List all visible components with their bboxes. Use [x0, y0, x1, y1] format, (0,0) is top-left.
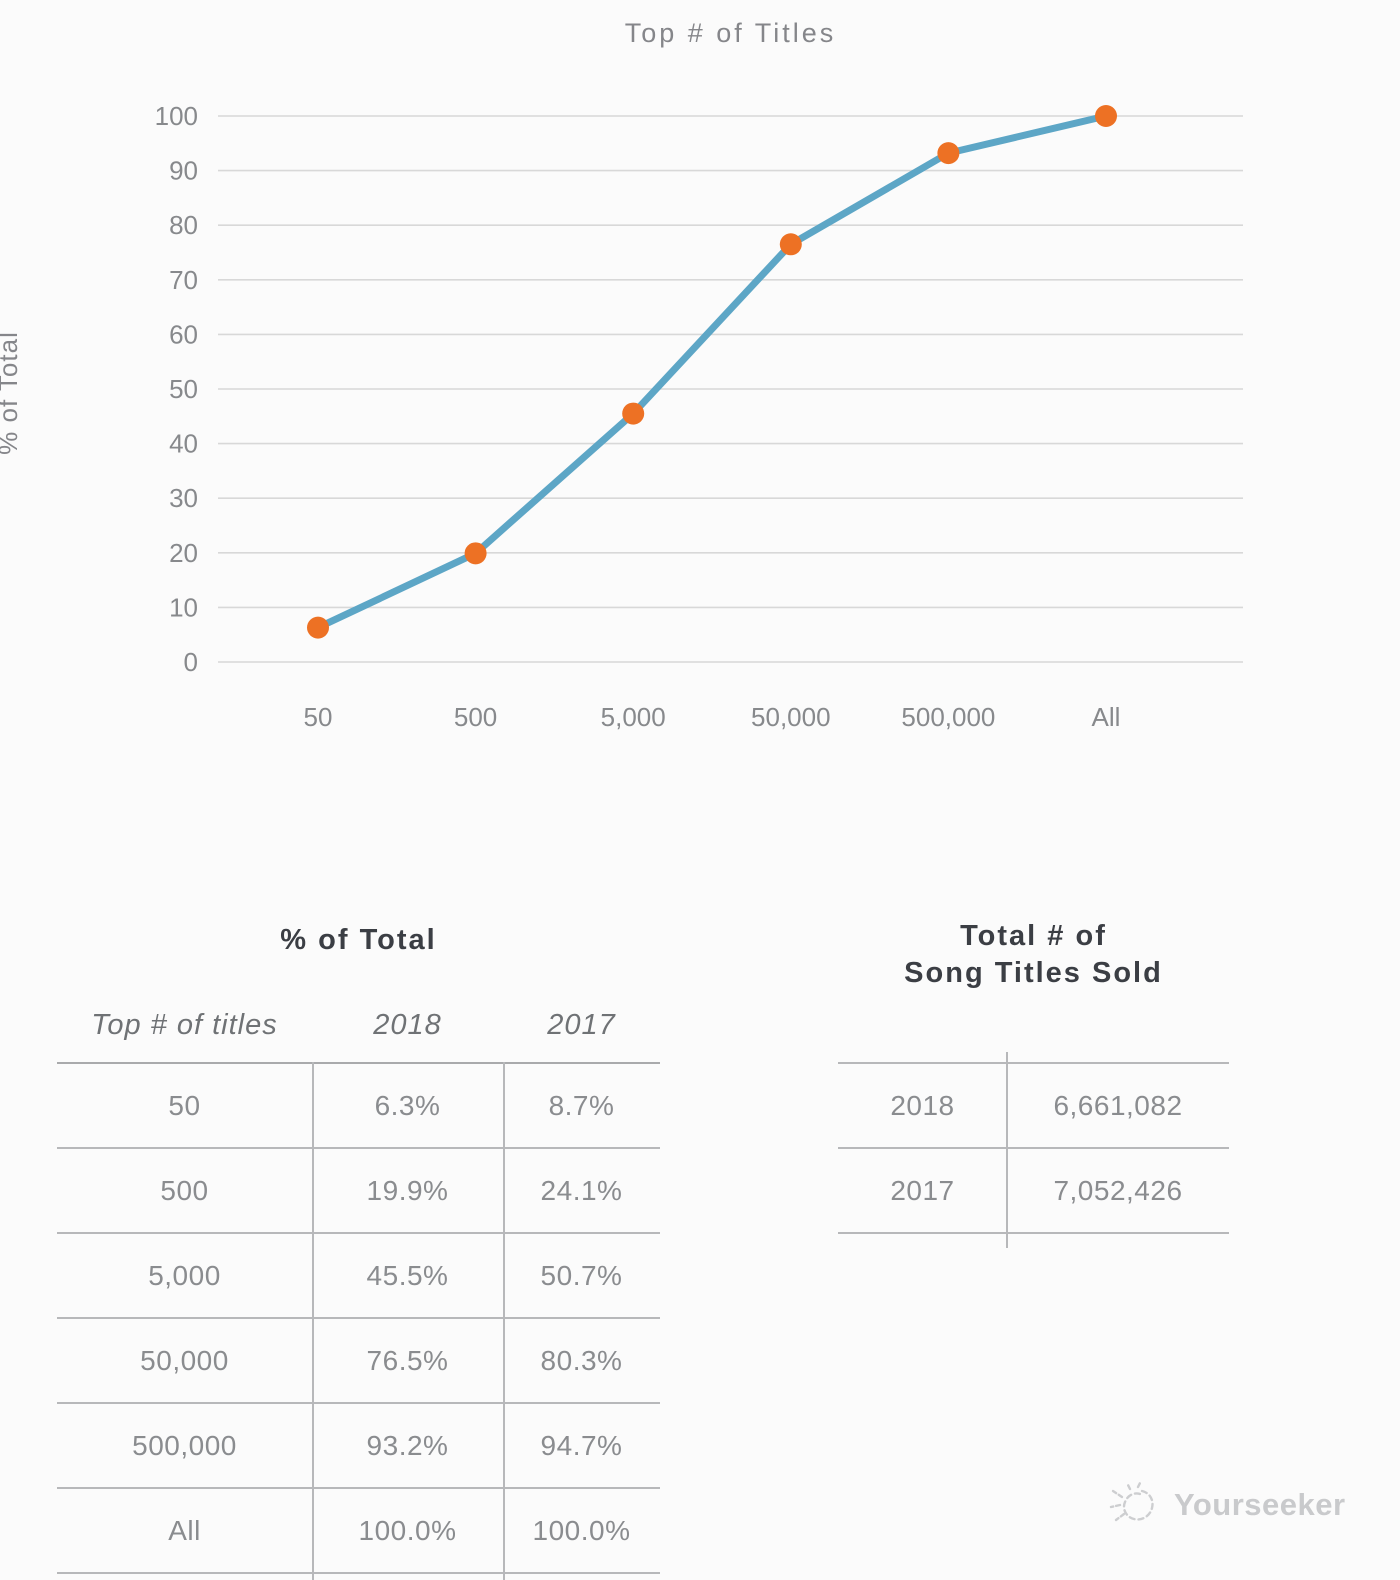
- watermark-brand: Yourseeker: [1174, 1487, 1346, 1522]
- data-point: [779, 233, 802, 256]
- y-tick-label: 80: [169, 210, 198, 240]
- value-2017: 100.0%: [532, 1514, 631, 1546]
- table-row: 50,000 76.5% 80.3%: [57, 1319, 660, 1404]
- total-value: 7,052,426: [1053, 1174, 1183, 1206]
- y-tick-label: 50: [169, 374, 198, 404]
- y-tick-label: 20: [169, 538, 198, 568]
- year-label: 2018: [890, 1089, 955, 1121]
- pct-table: 50 6.3% 8.7% 500 19.9% 24.1% 5,000 45.5%…: [57, 1062, 660, 1574]
- table-row: 500,000 93.2% 94.7%: [57, 1404, 660, 1489]
- y-tick-label: 30: [169, 483, 198, 513]
- row-label: All: [168, 1514, 201, 1546]
- chart-title: Top # of Titles: [624, 18, 837, 48]
- pct-col-header-2017: 2017: [547, 1008, 616, 1041]
- value-2017: 8.7%: [548, 1089, 615, 1121]
- value-2018: 100.0%: [358, 1514, 457, 1546]
- data-point: [307, 616, 329, 639]
- pct-table-header-row: Top # of titles 2018 2017: [57, 1000, 660, 1050]
- y-tick-label: 70: [169, 265, 198, 295]
- value-2018: 76.5%: [366, 1344, 449, 1376]
- value-2017: 94.7%: [540, 1429, 623, 1461]
- value-2018: 19.9%: [366, 1174, 449, 1206]
- table-row: 2017 7,052,426: [838, 1149, 1229, 1234]
- y-tick-label: 10: [169, 592, 198, 622]
- table-column-divider: [503, 1062, 505, 1580]
- row-label: 500: [160, 1174, 209, 1206]
- x-tick-label: 500: [454, 702, 497, 732]
- table-row: 5,000 45.5% 50.7%: [57, 1234, 660, 1319]
- yourseeker-logo-icon: [1109, 1479, 1154, 1522]
- row-label: 500,000: [132, 1429, 237, 1461]
- value-2018: 93.2%: [366, 1429, 449, 1461]
- data-point: [1095, 105, 1117, 127]
- x-tick-label: 50: [304, 702, 333, 732]
- totals-heading-line2: Song Titles Sold: [904, 957, 1163, 989]
- pct-col-header-2018: 2018: [373, 1008, 442, 1041]
- data-point: [464, 542, 487, 565]
- totals-heading-line1: Total # of: [960, 920, 1107, 952]
- row-label: 5,000: [148, 1259, 221, 1291]
- table-row: 50 6.3% 8.7%: [57, 1064, 660, 1149]
- data-point: [937, 142, 960, 165]
- table-column-divider: [1006, 1052, 1008, 1248]
- value-2018: 45.5%: [366, 1259, 449, 1291]
- y-tick-label: 60: [169, 319, 198, 349]
- x-tick-label: All: [1092, 702, 1121, 732]
- watermark: Yourseeker: [1108, 1476, 1368, 1534]
- table-row: 2018 6,661,082: [838, 1064, 1229, 1149]
- value-2017: 50.7%: [540, 1259, 623, 1291]
- x-tick-label: 5,000: [601, 702, 666, 732]
- y-tick-label: 90: [169, 156, 198, 186]
- y-tick-label: 0: [184, 647, 198, 677]
- x-tick-label: 500,000: [901, 702, 995, 732]
- x-tick-label: 50,000: [751, 702, 831, 732]
- table-column-divider: [312, 1062, 314, 1580]
- totals-table-heading: Total # of Song Titles Sold: [838, 918, 1229, 992]
- total-value: 6,661,082: [1053, 1089, 1183, 1121]
- data-point: [622, 402, 645, 425]
- chart-canvas: 0 10 20 30 40 50 60 70 80 90 100 50 500 5,000 50,000 50…: [155, 101, 1243, 732]
- totals-table: 2018 6,661,082 2017 7,052,426: [838, 1062, 1229, 1234]
- series-line: [314, 112, 1110, 632]
- row-label: 50: [168, 1089, 201, 1121]
- table-row: 500 19.9% 24.1%: [57, 1149, 660, 1234]
- pct-table-heading: % of Total: [280, 924, 437, 956]
- value-2017: 24.1%: [540, 1174, 623, 1206]
- year-label: 2017: [890, 1174, 955, 1206]
- value-2018: 6.3%: [374, 1089, 441, 1121]
- y-tick-label: 40: [169, 429, 198, 459]
- pct-col-header-titles: Top # of titles: [91, 1008, 278, 1041]
- value-2017: 80.3%: [540, 1344, 623, 1376]
- y-tick-label: 100: [155, 101, 198, 131]
- line-chart: Top # of Titles % of Total 0102030405060…: [0, 18, 1243, 732]
- table-row: All 100.0% 100.0%: [57, 1489, 660, 1574]
- row-label: 50,000: [140, 1344, 229, 1376]
